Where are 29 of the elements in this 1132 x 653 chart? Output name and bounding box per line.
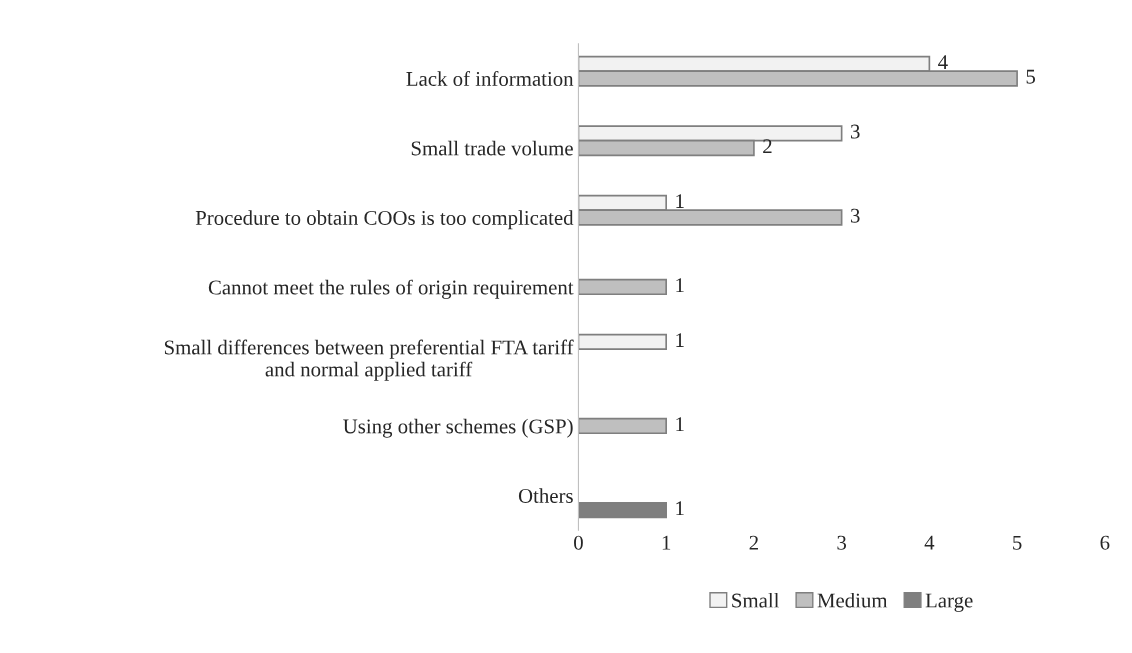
- data-label: 1: [676, 417, 684, 431]
- x-tick-label: 0: [574, 535, 583, 550]
- data-label: 3: [850, 124, 860, 139]
- x-tick-label: 3: [837, 535, 847, 550]
- x-tick-label: 2: [749, 535, 758, 550]
- x-tick-label: 4: [924, 535, 935, 550]
- y-tick-label: Cannot meet the rules of origin requirement: [208, 279, 574, 299]
- y-tick-label: Using other schemes (GSP): [343, 418, 573, 438]
- data-label: 2: [763, 139, 772, 154]
- data-label: 1: [676, 501, 684, 516]
- x-tick-label: 1: [662, 535, 671, 550]
- data-label: 4: [938, 55, 948, 69]
- bar: [578, 333, 668, 351]
- x-tick-label: 6: [1100, 535, 1110, 550]
- y-tick-label: Procedure to obtain COOs is too complicated: [195, 210, 574, 230]
- bar: [578, 501, 668, 519]
- data-label: 3: [850, 208, 860, 223]
- x-tick-label: 5: [1013, 535, 1022, 550]
- y-tick-label: Others: [518, 488, 573, 503]
- data-label: 1: [676, 278, 684, 292]
- y-tick-label: Lack of information: [406, 71, 574, 86]
- legend-label: Small: [732, 592, 780, 608]
- legend-label: Large: [925, 593, 973, 612]
- data-label: 5: [1026, 69, 1036, 84]
- legend-label: Medium: [817, 592, 888, 608]
- data-label: 1: [676, 194, 684, 208]
- y-tick-label: Small trade volume: [411, 140, 573, 156]
- y-tick-label: Small differences between preferential FTA tariff and normal applied tariff: [164, 339, 574, 381]
- data-label: 1: [676, 333, 684, 347]
